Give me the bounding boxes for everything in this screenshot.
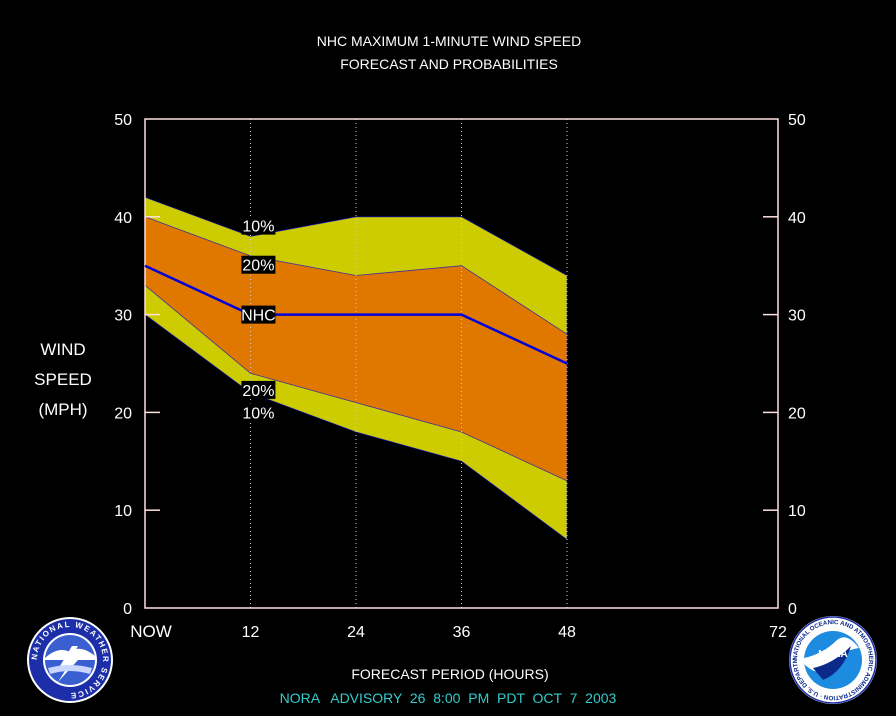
chart-title: NHC MAXIMUM 1-MINUTE WIND SPEED (317, 33, 581, 49)
inline-label-bg (241, 305, 276, 324)
inline-label: 20% (241, 380, 276, 400)
plot-frame (144, 118, 779, 609)
noaa-logo-icon: NOAA NATIONAL OCEANIC AND ATMOSPHERIC AD… (789, 616, 877, 704)
nhc-forecast-line (144, 264, 568, 365)
x-tick-label: NOW (130, 622, 172, 641)
y-tick-label-right: 20 (788, 405, 806, 422)
y-axis-label-line-3: (MPH) (38, 400, 87, 419)
band-20pct (144, 216, 568, 482)
y-tick-label-right: 50 (788, 112, 806, 129)
inline-label-text: NHC (241, 308, 276, 325)
x-tick-label: 24 (347, 624, 365, 641)
y-tick-label-left: 20 (114, 405, 132, 422)
inline-label-text: 10% (242, 405, 274, 422)
y-axis-label-line-1: WIND (40, 340, 85, 359)
y-tick-label-left: 10 (114, 503, 132, 520)
axis-ticks (145, 216, 778, 511)
y-tick-labels: 0 0 10 10 20 20 30 30 40 40 50 50 (114, 112, 806, 618)
inline-label-bg (241, 216, 276, 235)
advisory-footer: NORA ADVISORY 26 8:00 PM PDT OCT 7 2003 (280, 690, 617, 706)
inline-label: 10% (241, 216, 276, 236)
y-axis-label: WIND SPEED (MPH) (34, 340, 92, 419)
y-tick-label-right: 0 (788, 601, 797, 618)
nhc-line (144, 264, 568, 365)
y-tick-label-left: 30 (114, 308, 132, 325)
noaa-logo-center-text: NOAA (818, 649, 847, 660)
probability-bands (144, 196, 568, 541)
nws-logo-icon: NATIONAL WEATHER SERVICE (27, 617, 113, 703)
inline-label: 10% (241, 403, 276, 422)
x-tick-label: 72 (769, 624, 787, 641)
inline-label-bg (241, 380, 276, 399)
inline-label: 20% (241, 255, 276, 275)
x-axis-label: FORECAST PERIOD (HOURS) (351, 666, 548, 682)
inline-labels: 10% 20% NHC 20% 10% (241, 216, 276, 422)
inline-label-bg (241, 403, 276, 422)
inline-label-bg (241, 255, 276, 274)
y-tick-label-left: 50 (114, 112, 132, 129)
x-tick-label: 12 (242, 624, 260, 641)
x-tick-labels: NOW 12 24 36 48 72 (130, 622, 787, 641)
y-tick-label-right: 10 (788, 503, 806, 520)
inline-label-text: 10% (242, 219, 274, 236)
y-tick-label-left: 0 (123, 601, 132, 618)
inline-label: NHC (241, 305, 276, 325)
chart-subtitle: FORECAST AND PROBABILITIES (340, 56, 558, 72)
x-tick-label: 36 (453, 624, 471, 641)
inline-label-text: 20% (242, 258, 274, 275)
x-tick-label: 48 (558, 624, 576, 641)
y-tick-label-right: 40 (788, 210, 806, 227)
y-tick-label-left: 40 (114, 210, 132, 227)
inline-label-text: 20% (242, 383, 274, 400)
y-axis-label-line-2: SPEED (34, 370, 92, 389)
y-tick-label-right: 30 (788, 308, 806, 325)
